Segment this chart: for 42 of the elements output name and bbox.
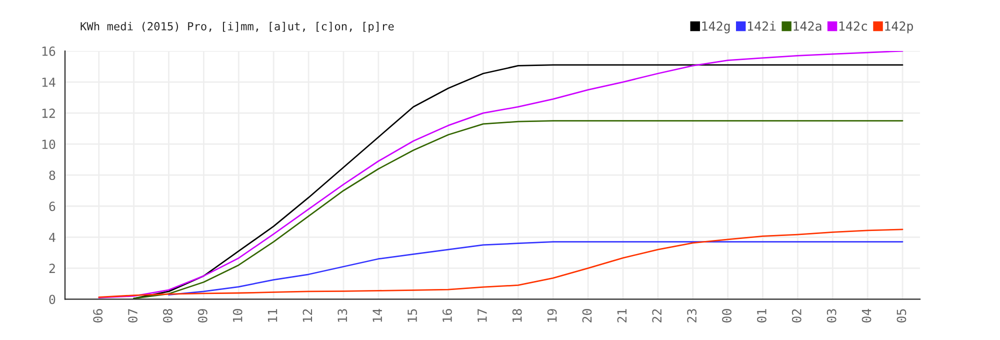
x-tick-label: 20: [582, 309, 592, 322]
x-tick-label: 07: [128, 309, 138, 322]
legend-label: 142g: [702, 21, 730, 34]
legend-label: 142i: [748, 21, 776, 31]
legend-label: 142p: [885, 21, 913, 34]
x-tick-label: 19: [547, 309, 557, 322]
x-tick-label: 01: [756, 309, 766, 322]
x-tick-label: 13: [338, 309, 348, 322]
x-tick-label: 03: [826, 309, 836, 322]
y-tick-label: 10: [42, 140, 56, 150]
x-tick-label: 09: [198, 309, 208, 322]
x-tick-label: 00: [722, 309, 732, 322]
y-tick-label: 4: [49, 232, 56, 242]
legend-label: 142a: [794, 21, 822, 31]
y-tick-label: 14: [42, 78, 56, 87]
x-tick-label: 12: [302, 309, 312, 322]
y-tick-label: 6: [49, 202, 56, 212]
y-tick-label: 0: [49, 294, 56, 304]
x-tick-label: 04: [862, 308, 872, 322]
x-tick-label: 15: [408, 309, 418, 322]
y-tick-label: 12: [42, 108, 55, 118]
x-tick-label: 18: [512, 309, 522, 322]
x-tick-label: 16: [442, 309, 452, 322]
x-tick-label: 06: [93, 309, 103, 322]
line-series: [133, 120, 904, 300]
y-tick-label: 2: [49, 264, 55, 273]
x-tick-label: 11: [268, 309, 278, 322]
x-tick-label: 10: [232, 309, 242, 322]
x-tick-label: 23: [687, 309, 697, 322]
x-tick-label: 21: [617, 309, 626, 322]
legend-label: 142c: [839, 21, 867, 31]
y-tick-label: 16: [42, 46, 56, 56]
x-tick-label: 14: [372, 308, 382, 322]
line-series: [98, 228, 904, 298]
chart-title: KWh medi (2015) Pro, [i]mm, [a]ut, [c]on, [p]re: [80, 22, 394, 33]
x-tick-label: 17: [478, 309, 487, 322]
x-tick-label: 02: [792, 309, 802, 322]
x-tick-label: 08: [162, 309, 172, 322]
y-tick-label: 8: [49, 170, 56, 180]
line-series: [168, 241, 904, 296]
x-tick-label: 05: [896, 309, 906, 322]
x-tick-label: 22: [652, 309, 662, 322]
